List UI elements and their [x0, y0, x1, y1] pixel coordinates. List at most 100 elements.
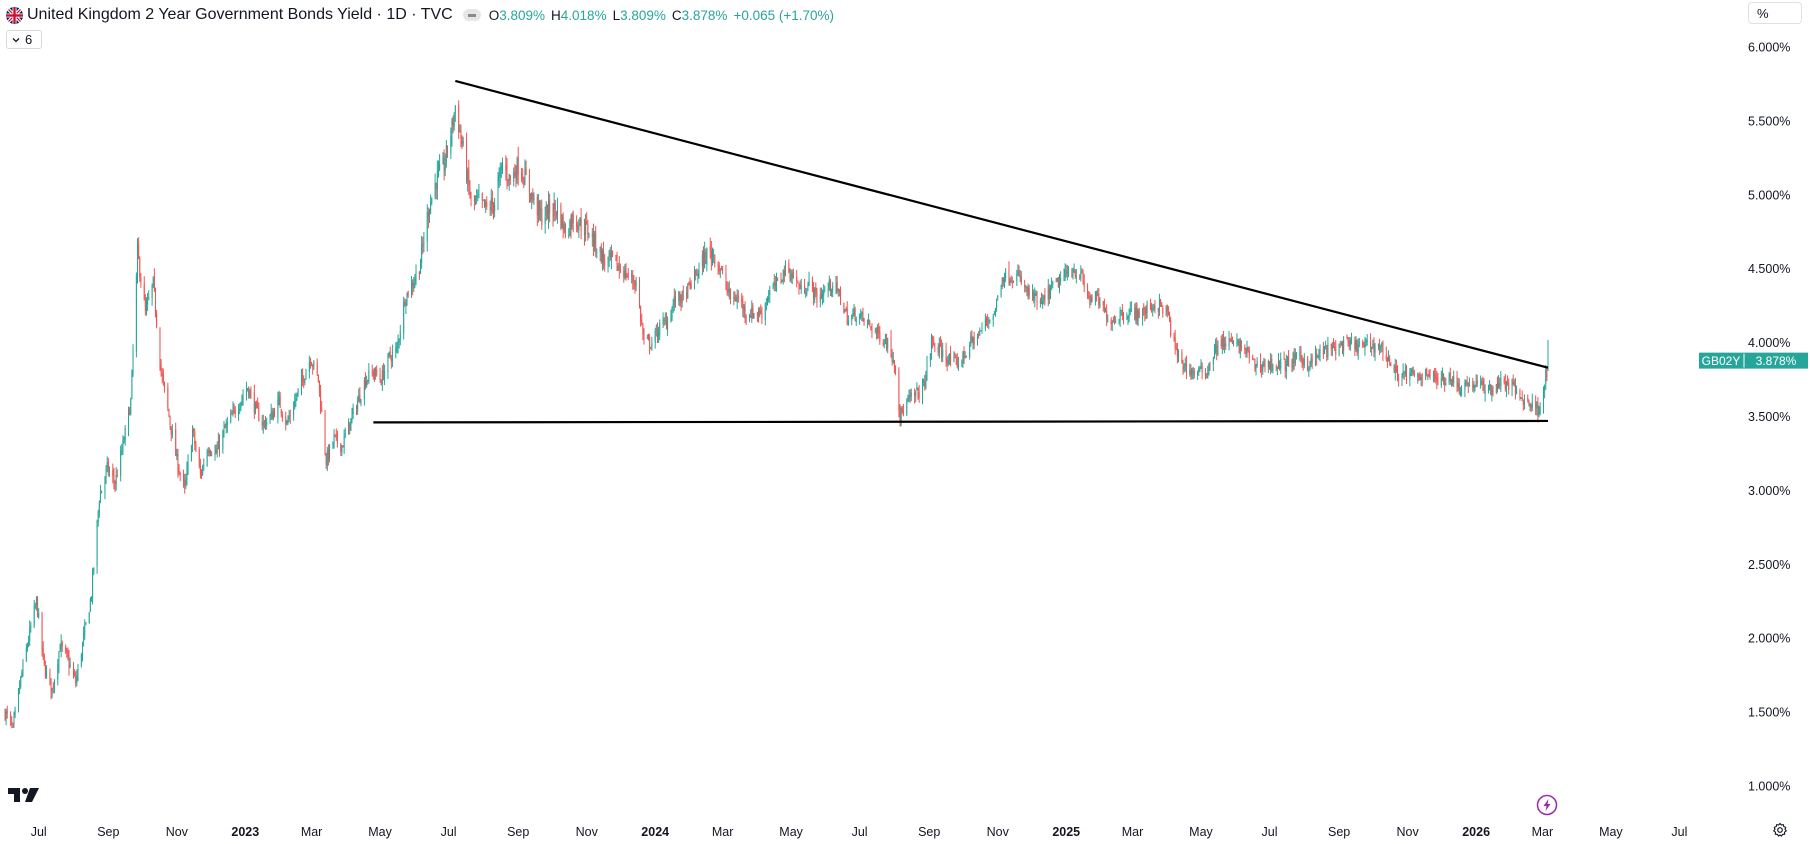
- candle-body: [650, 347, 652, 349]
- candle-body: [1340, 343, 1342, 345]
- candle-body: [83, 633, 85, 642]
- tradingview-logo-icon[interactable]: [8, 786, 40, 809]
- candle-body: [324, 412, 326, 453]
- candle-body: [1341, 344, 1343, 353]
- candle-body: [852, 312, 854, 316]
- candle-body: [678, 291, 680, 301]
- candle-body: [917, 388, 919, 392]
- candle-body: [1280, 358, 1282, 369]
- candle-body: [1162, 307, 1164, 315]
- candle-body: [1230, 339, 1232, 342]
- candle-body: [900, 408, 902, 422]
- candle-body: [183, 473, 185, 481]
- candle-body: [274, 411, 276, 417]
- candle-body: [443, 157, 445, 171]
- candle-body: [381, 370, 383, 385]
- candle-body: [1107, 320, 1109, 322]
- candle-body: [840, 292, 842, 302]
- candle-body: [984, 318, 986, 329]
- candle-body: [1544, 385, 1546, 391]
- y-tick-label: 2.500%: [1748, 558, 1790, 572]
- candle-body: [217, 440, 219, 450]
- candle-body: [211, 454, 213, 456]
- candle-body: [808, 278, 810, 285]
- indicators-toggle-button[interactable]: 6: [6, 30, 42, 49]
- candle-body: [659, 323, 661, 335]
- candle-body: [92, 573, 94, 599]
- symbol-title[interactable]: United Kingdom 2 Year Government Bonds Y…: [27, 6, 453, 23]
- last-price-symbol: GB02Y: [1702, 354, 1741, 368]
- candle-body: [390, 358, 392, 362]
- candle-body: [1220, 340, 1222, 346]
- x-tick-label: Sep: [918, 825, 940, 839]
- candle-body: [1435, 374, 1437, 380]
- lightning-icon[interactable]: [1536, 794, 1558, 821]
- candle-body: [570, 219, 572, 229]
- candle-body: [513, 171, 515, 182]
- y-tick-label: 4.000%: [1748, 336, 1790, 350]
- candle-body: [1149, 304, 1151, 309]
- candle-body: [1467, 382, 1469, 386]
- candle-body: [185, 479, 187, 487]
- candle-body: [1105, 310, 1107, 312]
- candle-body: [1027, 289, 1029, 293]
- candle-body: [1516, 389, 1518, 395]
- candle-body: [813, 286, 815, 299]
- candle-body: [1217, 340, 1219, 356]
- candle-body: [1365, 340, 1367, 343]
- candle-body: [294, 400, 296, 409]
- candle-body: [946, 358, 948, 365]
- candle-body: [933, 341, 935, 346]
- candle-body: [688, 282, 690, 284]
- candle-body: [1114, 321, 1116, 323]
- candle-body: [1256, 361, 1258, 366]
- candle-body: [427, 212, 429, 218]
- candle-body: [1317, 356, 1319, 358]
- candle-body: [587, 223, 589, 235]
- candle-body: [1094, 291, 1096, 302]
- candle-body: [375, 368, 377, 376]
- candle-body: [528, 174, 530, 193]
- candle-body: [341, 446, 343, 453]
- candle-body: [835, 283, 837, 287]
- candle-body: [1277, 360, 1279, 369]
- candle-body: [25, 647, 27, 661]
- status-dot-icon[interactable]: [462, 9, 481, 21]
- candle-body: [422, 244, 424, 246]
- candle-body: [137, 244, 139, 275]
- candle-body: [1495, 384, 1497, 392]
- candle-body: [531, 193, 533, 200]
- candle-body: [1449, 372, 1451, 381]
- candle-body: [667, 321, 669, 329]
- candle-body: [870, 326, 872, 328]
- candle-body: [1253, 358, 1255, 360]
- candle-body: [1118, 319, 1120, 322]
- y-tick-label: 6.000%: [1748, 41, 1790, 55]
- candle-body: [43, 653, 45, 665]
- candle-body: [1545, 369, 1547, 385]
- candle-body: [800, 284, 802, 290]
- candle-body: [934, 346, 936, 348]
- candle-body: [1522, 401, 1524, 406]
- candle-body: [238, 410, 240, 415]
- scale-mode-button[interactable]: %: [1748, 2, 1802, 24]
- candle-body: [1347, 338, 1349, 342]
- candle-body: [232, 409, 234, 415]
- candle-body: [153, 275, 155, 290]
- candle-body: [80, 655, 82, 666]
- candle-body: [326, 450, 328, 467]
- candle-body: [1456, 375, 1458, 388]
- candle-body: [902, 410, 904, 415]
- settings-icon[interactable]: [1772, 822, 1788, 843]
- candle-body: [623, 271, 625, 278]
- candle-body: [734, 296, 736, 302]
- candle-body: [899, 409, 901, 421]
- candle-body: [1173, 336, 1175, 339]
- candle-body: [491, 197, 493, 205]
- candle-body: [373, 374, 375, 376]
- candle-body: [46, 670, 48, 677]
- candle-body: [1363, 344, 1365, 348]
- candle-body: [398, 339, 400, 342]
- candle-body: [1284, 360, 1286, 371]
